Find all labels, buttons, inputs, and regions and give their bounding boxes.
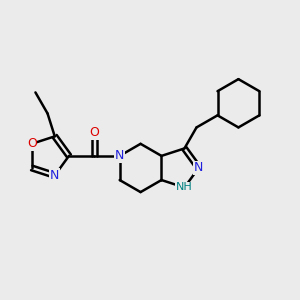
Text: O: O	[89, 127, 99, 140]
Text: N: N	[115, 149, 124, 162]
Text: NH: NH	[176, 182, 193, 193]
Text: N: N	[50, 169, 59, 182]
Text: N: N	[194, 161, 203, 175]
Text: O: O	[27, 137, 37, 150]
